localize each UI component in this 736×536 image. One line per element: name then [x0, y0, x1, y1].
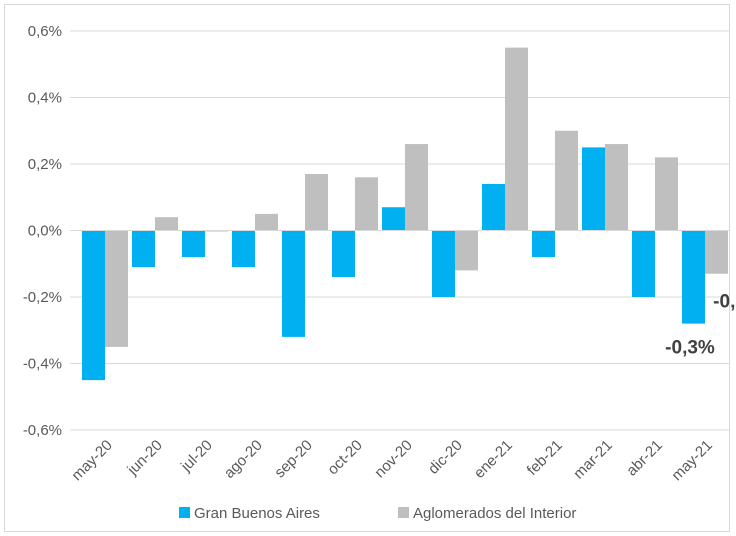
- bar-gran-buenos-aires-ene-21: [482, 183, 505, 231]
- bar-aglomerados-interior-jun-20: [155, 217, 178, 231]
- legend-label-gran-buenos-aires: Gran Buenos Aires: [194, 505, 320, 522]
- x-tick-label: oct-20: [324, 437, 366, 479]
- legend: Gran Buenos Aires Aglomerados del Interio…: [179, 505, 576, 522]
- bar-aglomerados-interior-may-20: [105, 230, 128, 347]
- data-label-aglomerados-interior: -0,1%: [713, 292, 736, 313]
- bar-aglomerados-interior-ene-21: [505, 47, 528, 231]
- bar-gran-buenos-aires-mar-21: [582, 147, 605, 231]
- y-tick-label: 0,4%: [28, 90, 62, 107]
- bar-aglomerados-interior-dic-20: [455, 230, 478, 271]
- bar-gran-buenos-aires-sep-20: [282, 230, 305, 337]
- x-tick-label: mar-21: [570, 437, 616, 483]
- bar-aglomerados-interior-nov-20: [405, 144, 428, 231]
- bar-gran-buenos-aires-oct-20: [332, 230, 355, 278]
- y-tick-label: 0,6%: [28, 23, 62, 40]
- x-tick-label: may-20: [68, 437, 115, 484]
- x-axis-category-labels: may-20 jun-20 jul-20 ago-20 sep-20 oct-20 nov-…: [68, 437, 715, 484]
- bar-aglomerados-interior-may-21: [705, 230, 728, 274]
- y-tick-label: -0,4%: [23, 356, 62, 373]
- x-tick-label: jun-20: [124, 437, 166, 479]
- bar-gran-buenos-aires-dic-20: [432, 230, 455, 297]
- x-tick-label: dic-20: [425, 437, 466, 478]
- x-tick-label: sep-20: [271, 437, 315, 481]
- x-tick-label: may-21: [668, 437, 715, 484]
- gridlines: [70, 30, 730, 431]
- bar-aglomerados-interior-ago-20: [255, 213, 278, 231]
- legend-swatch-aglomerados-interior: [398, 507, 409, 518]
- y-axis-tick-labels: 0,6% 0,4% 0,2% 0,0% -0,2% -0,4% -0,6%: [23, 23, 62, 439]
- x-tick-label: feb-21: [524, 437, 566, 479]
- x-tick-label: jul-20: [177, 437, 216, 476]
- x-tick-label: ene-21: [471, 437, 516, 482]
- bar-aglomerados-interior-abr-21: [655, 157, 678, 231]
- data-label-gran-buenos-aires: -0,3%: [665, 338, 715, 359]
- bar-aglomerados-interior-feb-21: [555, 130, 578, 231]
- bar-gran-buenos-aires-may-20: [82, 230, 105, 381]
- x-tick-label: nov-20: [371, 437, 415, 481]
- y-tick-label: 0,0%: [28, 223, 62, 240]
- x-tick-label: abr-21: [623, 437, 666, 480]
- bars: [82, 47, 728, 381]
- bar-aglomerados-interior-mar-21: [605, 144, 628, 231]
- bar-aglomerados-interior-sep-20: [305, 173, 328, 231]
- bar-gran-buenos-aires-nov-20: [382, 207, 405, 231]
- y-tick-label: 0,2%: [28, 156, 62, 173]
- y-tick-label: -0,6%: [23, 422, 62, 439]
- bar-gran-buenos-aires-abr-21: [632, 230, 655, 297]
- bar-aglomerados-interior-oct-20: [355, 177, 378, 231]
- bar-gran-buenos-aires-feb-21: [532, 230, 555, 258]
- bar-gran-buenos-aires-ago-20: [232, 230, 255, 268]
- y-tick-label: -0,2%: [23, 289, 62, 306]
- legend-swatch-gran-buenos-aires: [179, 507, 190, 518]
- bar-gran-buenos-aires-jul-20: [182, 230, 205, 258]
- bar-gran-buenos-aires-may-21: [682, 230, 705, 324]
- bar-gran-buenos-aires-jun-20: [132, 230, 155, 268]
- legend-label-aglomerados-interior: Aglomerados del Interior: [413, 505, 576, 522]
- x-tick-label: ago-20: [221, 437, 266, 482]
- data-labels: -0,1% -0,3%: [665, 292, 736, 359]
